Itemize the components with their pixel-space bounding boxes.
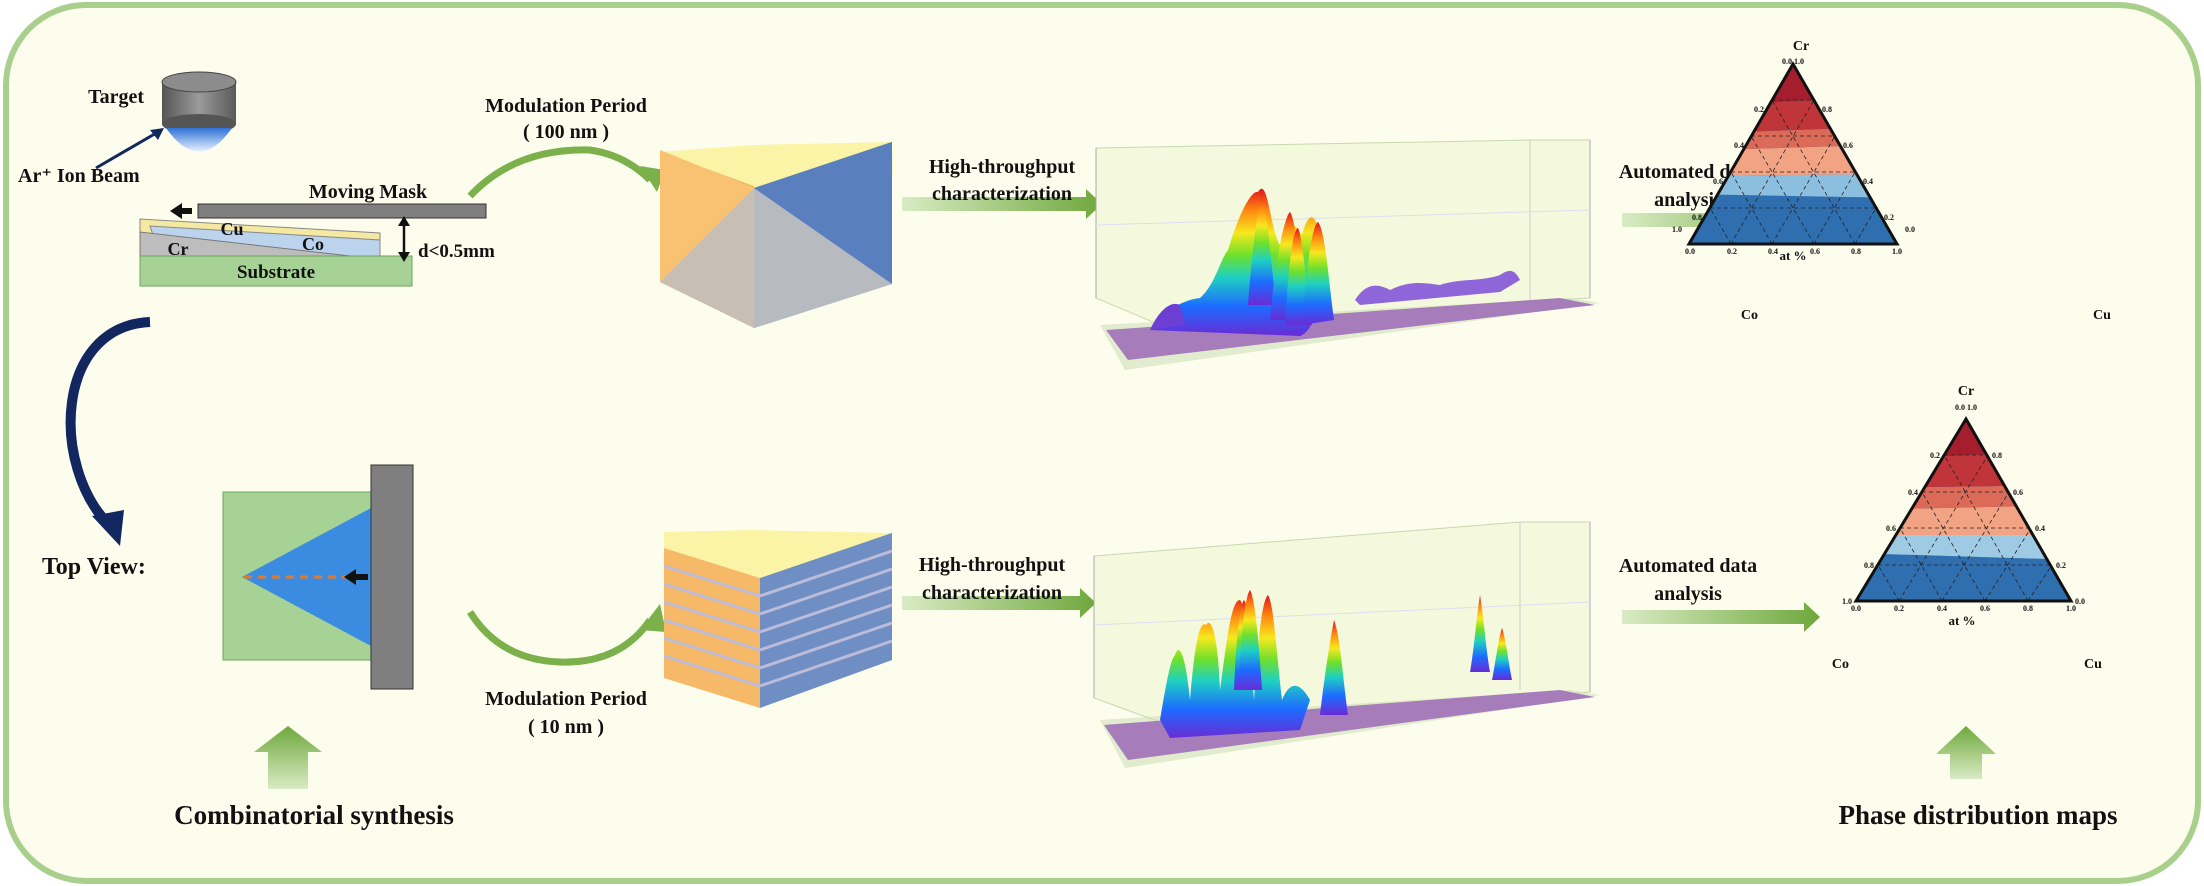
top-period-line2: ( 100 nm ) bbox=[523, 121, 609, 143]
target-label: Target bbox=[88, 86, 144, 108]
bottom-auto-arrow bbox=[1622, 602, 1820, 632]
phase-up-arrow bbox=[1936, 726, 1996, 779]
bottom-multilayer-cube bbox=[663, 530, 893, 708]
top-surface-plot bbox=[1095, 139, 1600, 370]
svg-text:0.2: 0.2 bbox=[1930, 451, 1940, 460]
bottom-ternary-right-cu: Cu bbox=[2084, 657, 2102, 672]
bottom-char-line1: High-throughput bbox=[919, 554, 1066, 576]
synthesis-caption: Combinatorial synthesis bbox=[174, 800, 454, 830]
svg-text:0.8: 0.8 bbox=[2023, 604, 2033, 613]
top-ternary-left-ticks: 0.2 0.4 0.6 0.8 1.0 bbox=[1672, 105, 1764, 234]
top-view-mask bbox=[370, 464, 414, 690]
top-char-line2: characterization bbox=[932, 183, 1072, 205]
top-view-label: Top View: bbox=[42, 554, 146, 580]
svg-text:1.0: 1.0 bbox=[1892, 247, 1902, 256]
bottom-ternary-axis-title: at % bbox=[1948, 613, 1975, 628]
bottom-auto-line1: Automated data bbox=[1619, 555, 1757, 577]
top-char-line1: High-throughput bbox=[929, 156, 1076, 178]
bottom-period-line1: Modulation Period bbox=[485, 688, 647, 710]
top-ternary-axis-title: at % bbox=[1779, 248, 1806, 263]
top-ternary-base-ticks: 0.0 0.2 0.4 0.6 0.8 1.0 bbox=[1685, 247, 1902, 256]
svg-text:0.6: 0.6 bbox=[1843, 141, 1853, 150]
svg-text:1.0: 1.0 bbox=[2066, 604, 2076, 613]
moving-mask-label: Moving Mask bbox=[309, 181, 428, 203]
svg-text:0.8: 0.8 bbox=[1822, 105, 1832, 114]
bottom-char-arrow bbox=[902, 588, 1096, 618]
top-period-arrow bbox=[467, 146, 653, 199]
bottom-auto-line2: analysis bbox=[1654, 583, 1722, 605]
ion-beam-arrow-head bbox=[150, 128, 164, 140]
svg-text:0.2: 0.2 bbox=[1894, 604, 1904, 613]
bottom-char-line2: characterization bbox=[922, 582, 1062, 604]
ion-beam-label: Ar⁺ Ion Beam bbox=[18, 165, 140, 187]
bottom-period-line2: ( 10 nm ) bbox=[528, 716, 604, 738]
phase-caption: Phase distribution maps bbox=[1838, 800, 2117, 830]
bottom-ternary-apex-cr: Cr bbox=[1958, 384, 1974, 399]
svg-text:0.0: 0.0 bbox=[2075, 597, 2085, 606]
bottom-surface-plot bbox=[1093, 521, 1600, 768]
svg-text:0.4: 0.4 bbox=[1908, 488, 1918, 497]
substrate-label: Substrate bbox=[237, 262, 315, 283]
svg-text:0.6: 0.6 bbox=[2013, 488, 2023, 497]
svg-text:0.6: 0.6 bbox=[1980, 604, 1990, 613]
bottom-ternary-left-co: Co bbox=[1832, 657, 1849, 672]
top-multilayer-cube bbox=[660, 142, 893, 328]
svg-text:0.2: 0.2 bbox=[1754, 105, 1764, 114]
synthesis-up-arrow bbox=[254, 726, 322, 789]
svg-text:0.8: 0.8 bbox=[1692, 213, 1702, 222]
svg-text:0.6: 0.6 bbox=[1713, 177, 1723, 186]
gap-label: d<0.5mm bbox=[418, 241, 495, 262]
cu-label: Cu bbox=[220, 219, 243, 239]
bottom-ternary-outline bbox=[1853, 416, 2074, 603]
top-view-curved-arrow bbox=[65, 317, 151, 530]
top-ternary-right-cu: Cu bbox=[2093, 308, 2111, 323]
svg-text:0.0: 0.0 bbox=[1685, 247, 1695, 256]
svg-text:0.4: 0.4 bbox=[1734, 141, 1744, 150]
substrate bbox=[139, 255, 413, 287]
svg-text:0.2: 0.2 bbox=[1727, 247, 1737, 256]
top-ternary-apex-cr: Cr bbox=[1793, 39, 1809, 54]
cr-label: Cr bbox=[168, 239, 189, 259]
svg-text:0.2: 0.2 bbox=[1884, 213, 1894, 222]
top-ternary-left-co: Co bbox=[1741, 308, 1758, 323]
moving-mask bbox=[197, 203, 487, 219]
svg-text:0.4: 0.4 bbox=[1937, 604, 1947, 613]
svg-text:1.0: 1.0 bbox=[1672, 225, 1682, 234]
bottom-ternary-left-ticks: 0.2 0.4 0.6 0.8 1.0 bbox=[1842, 451, 1940, 606]
svg-text:0.0: 0.0 bbox=[1851, 604, 1861, 613]
top-period-line1: Modulation Period bbox=[485, 95, 647, 117]
co-label: Co bbox=[302, 234, 324, 254]
bottom-ternary-right-ticks: 0.8 0.6 0.4 0.2 0.0 bbox=[1992, 451, 2085, 606]
svg-text:0.8: 0.8 bbox=[1851, 247, 1861, 256]
top-view-direction-arrow bbox=[344, 569, 368, 585]
sputter-target bbox=[161, 71, 237, 152]
bottom-ternary-apex-tick: 0.0 1.0 bbox=[1955, 403, 1977, 412]
svg-text:0.8: 0.8 bbox=[1992, 451, 2002, 460]
top-auto-line1: Automated data bbox=[1619, 161, 1757, 183]
top-ternary-right-ticks: 0.8 0.6 0.4 0.2 0.0 bbox=[1822, 105, 1915, 234]
svg-text:1.0: 1.0 bbox=[1842, 597, 1852, 606]
mask-direction-arrow bbox=[170, 203, 192, 219]
svg-text:0.6: 0.6 bbox=[1886, 524, 1896, 533]
panel-background bbox=[3, 2, 2201, 884]
top-auto-line2: analysis bbox=[1654, 189, 1722, 211]
ion-beam-arrow bbox=[95, 130, 159, 170]
top-char-arrow bbox=[902, 189, 1102, 219]
svg-text:0.4: 0.4 bbox=[1863, 177, 1873, 186]
svg-text:0.2: 0.2 bbox=[2056, 561, 2066, 570]
bottom-ternary-base-ticks: 0.0 0.2 0.4 0.6 0.8 1.0 bbox=[1851, 604, 2076, 613]
svg-text:0.6: 0.6 bbox=[1810, 247, 1820, 256]
svg-text:0.4: 0.4 bbox=[2035, 524, 2045, 533]
svg-text:0.4: 0.4 bbox=[1768, 247, 1778, 256]
svg-text:0.0: 0.0 bbox=[1905, 225, 1915, 234]
bottom-period-arrow bbox=[467, 610, 653, 666]
top-ternary-apex-tick: 0.0 1.0 bbox=[1782, 57, 1804, 66]
svg-text:0.8: 0.8 bbox=[1864, 561, 1874, 570]
